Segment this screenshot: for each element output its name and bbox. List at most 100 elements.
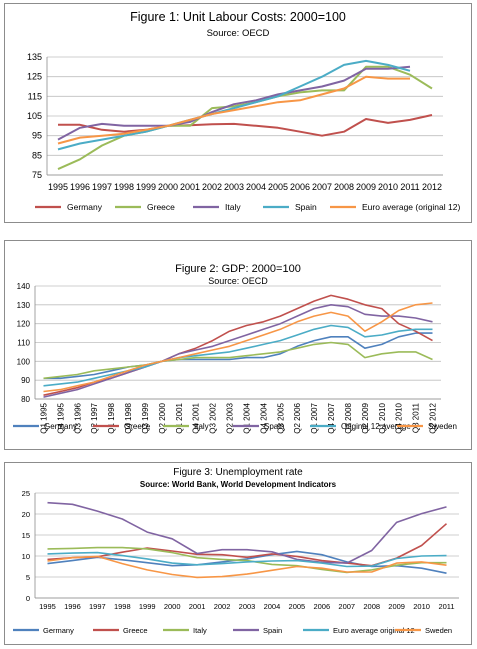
series-line-germany — [58, 114, 433, 137]
x-tick-label: 2003 — [224, 182, 244, 192]
x-tick-label: 2002 — [202, 182, 222, 192]
x-tick-label: 2006 — [313, 602, 330, 611]
y-tick-label: 100 — [17, 357, 31, 366]
legend-label: Euro average (original 12) — [362, 202, 460, 212]
x-tick-label: Q3 1996 — [73, 402, 82, 433]
chart-subtitle: Source: OECD — [208, 276, 268, 286]
y-tick-label: 95 — [32, 131, 42, 141]
x-tick-label: 2004 — [264, 602, 281, 611]
x-tick-label: 1996 — [64, 602, 81, 611]
x-tick-label: Q1 2007 — [310, 402, 319, 433]
y-tick-label: 10 — [22, 552, 30, 561]
series-line-spain — [57, 59, 411, 151]
x-tick-label: Q2 1997 — [90, 402, 99, 433]
x-tick-label: Q4 1995 — [56, 402, 65, 433]
x-tick-label: Q1 2004 — [242, 402, 251, 433]
legend-label: Spain — [264, 422, 284, 431]
x-tick-label: Q4 2007 — [327, 402, 336, 433]
y-tick-label: 125 — [27, 72, 42, 82]
x-tick-label: Q3 1999 — [141, 402, 150, 433]
x-tick-label: 2003 — [239, 602, 256, 611]
x-tick-label: 2001 — [180, 182, 200, 192]
y-tick-label: 20 — [22, 510, 30, 519]
x-tick-label: Q4 2001 — [192, 402, 201, 433]
x-tick-label: 2004 — [246, 182, 266, 192]
series-line-greece — [57, 65, 433, 171]
x-tick-label: Q1 1998 — [107, 402, 116, 433]
y-tick-label: 90 — [21, 376, 30, 385]
x-tick-label: 2011 — [400, 182, 419, 192]
x-tick-label: Q3 2008 — [344, 402, 353, 433]
x-tick-label: Q3 2011 — [412, 402, 421, 433]
x-tick-label: 2007 — [312, 182, 332, 192]
y-tick-label: 0 — [26, 594, 30, 603]
x-tick-label: Q3 2002 — [209, 402, 218, 433]
y-tick-label: 120 — [17, 320, 31, 329]
series-line-sweden — [43, 302, 433, 393]
series-line-original-12-average — [43, 324, 433, 387]
series-line-italy — [43, 341, 433, 380]
legend-label: Sweden — [425, 626, 452, 635]
x-tick-label: 2007 — [338, 602, 355, 611]
legend-label: Germany — [44, 422, 77, 431]
y-tick-label: 140 — [17, 282, 31, 291]
y-tick-label: 5 — [26, 573, 30, 582]
figure-2-gdp-panel: 80 90 100 110 120 130 140 Q1 1995 Q4 1995 Q3 1996… — [4, 240, 472, 450]
series-line-spain — [43, 304, 433, 398]
series-line-germany — [43, 332, 433, 380]
x-tick-label: Q2 2012 — [429, 402, 438, 433]
y-tick-label: 130 — [17, 301, 31, 310]
x-tick-label: 1996 — [70, 182, 90, 192]
legend-label: Greece — [123, 626, 148, 635]
y-tick-label: 105 — [27, 111, 42, 121]
x-tick-label: 2000 — [158, 182, 178, 192]
legend-label: Greece — [124, 422, 151, 431]
x-tick-label: 2005 — [289, 602, 306, 611]
legend-label: Greece — [147, 202, 175, 212]
series-line-spain — [47, 501, 447, 564]
x-tick-label: Q2 2003 — [226, 402, 235, 433]
y-tick-label: 85 — [32, 150, 42, 160]
x-tick-label: 1997 — [89, 602, 106, 611]
x-tick-label: Q2 2000 — [158, 402, 167, 433]
figure-3-unemployment-panel: 0 5 10 15 20 25 1995 1996 1997 1998 1999 2000 2001 20… — [4, 462, 472, 645]
legend-label: Italy — [225, 202, 241, 212]
x-tick-label: 2002 — [214, 602, 231, 611]
x-tick-label: 2010 — [378, 182, 398, 192]
legend-label: Italy — [193, 626, 207, 635]
x-tick-label: 2005 — [268, 182, 288, 192]
figure-2-chart: 80 90 100 110 120 130 140 Q1 1995 Q4 1995 Q3 1996… — [13, 282, 457, 434]
series-line-germany — [47, 550, 447, 574]
x-tick-label: 2010 — [413, 602, 430, 611]
x-tick-label: Q4 2004 — [259, 402, 268, 433]
legend-label: Spain — [295, 202, 317, 212]
x-tick-label: Q2 2009 — [361, 402, 370, 433]
x-tick-label: Q3 2005 — [276, 402, 285, 433]
x-tick-label: 2009 — [388, 602, 405, 611]
y-tick-label: 15 — [22, 531, 30, 540]
x-tick-label: Q2 2006 — [293, 402, 302, 433]
chart-subtitle: Source: World Bank, World Development In… — [139, 480, 337, 489]
series-line-euro-average-original-12 — [47, 551, 447, 568]
y-tick-label: 115 — [28, 91, 42, 101]
legend-label: Germany — [43, 626, 74, 635]
x-tick-label: 2008 — [363, 602, 380, 611]
y-tick-label: 25 — [22, 489, 30, 498]
x-tick-label: 2008 — [334, 182, 354, 192]
x-tick-label: 1998 — [114, 182, 134, 192]
chart-subtitle: Source: OECD — [206, 28, 270, 39]
chart-title: Figure 2: GDP: 2000=100 — [175, 263, 301, 275]
y-tick-label: 80 — [21, 395, 30, 404]
x-tick-label: 2009 — [356, 182, 376, 192]
series-line-euro-average-original-12 — [57, 75, 410, 145]
y-tick-label: 110 — [17, 339, 30, 348]
x-tick-label: 2011 — [438, 602, 454, 611]
legend-label: Euro average original 12 — [333, 626, 415, 635]
x-tick-label: Q4 2010 — [395, 402, 404, 433]
x-tick-label: 1999 — [139, 602, 156, 611]
legend-label: Italy — [194, 422, 209, 431]
x-tick-label: 1995 — [39, 602, 56, 611]
x-tick-label: 2001 — [189, 602, 206, 611]
x-tick-label: 1995 — [48, 182, 68, 192]
x-tick-label: Q1 2010 — [378, 402, 387, 433]
